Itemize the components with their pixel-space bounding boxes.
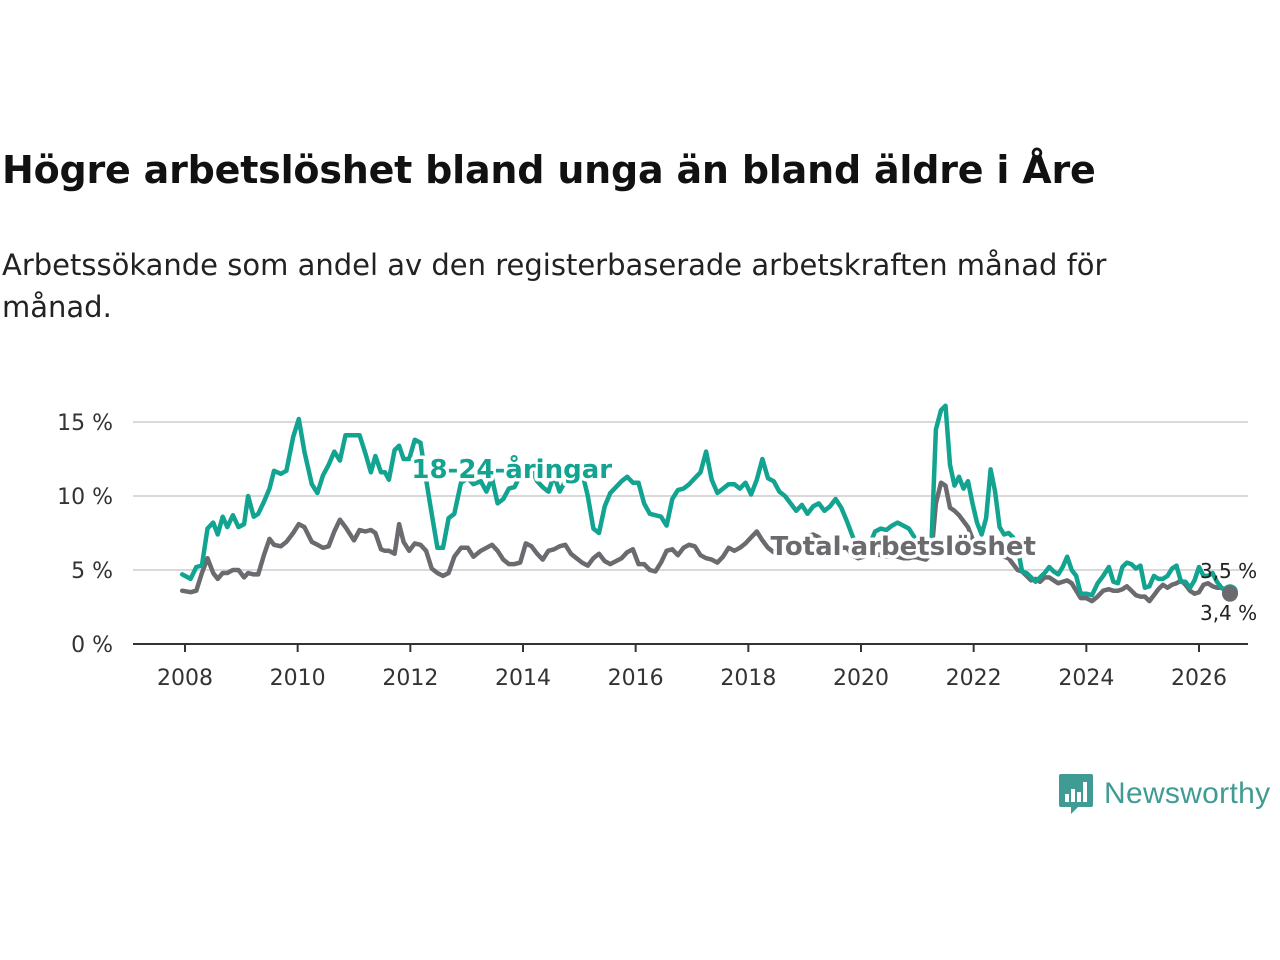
end-label-total: 3,4 % [1200,601,1257,625]
brand-logo: Newsworthy [1058,772,1270,816]
end-label-youth: 3,5 % [1200,559,1257,583]
x-tick-label: 2010 [270,666,326,691]
x-tick-label: 2012 [382,666,438,691]
brand-name: Newsworthy [1104,777,1271,810]
chart-subtitle: Arbetssökande som andel av den registerb… [2,248,1107,324]
chart-title: Högre arbetslöshet bland unga än bland ä… [2,148,1096,192]
series-line-total [179,480,1233,604]
x-tick-label: 2016 [608,666,664,691]
y-tick-label: 0 % [71,633,113,658]
y-tick-label: 15 % [57,411,113,436]
x-tick-label: 2022 [946,666,1002,691]
y-tick-label: 5 % [71,559,113,584]
end-point-total [1221,585,1238,602]
series-label-total: Total arbetslöshet [771,532,1036,562]
series-label-youth: 18-24-åringar [411,453,612,485]
x-tick-label: 2008 [157,666,213,691]
x-tick-label: 2020 [833,666,889,691]
x-tick-label: 2026 [1171,666,1227,691]
series-line-youth [179,403,1233,598]
newsworthy-logo-icon [1059,774,1093,814]
y-tick-label: 10 % [57,485,113,510]
x-tick-label: 2018 [720,666,776,691]
x-tick-label: 2024 [1058,666,1114,691]
x-tick-label: 2014 [495,666,551,691]
